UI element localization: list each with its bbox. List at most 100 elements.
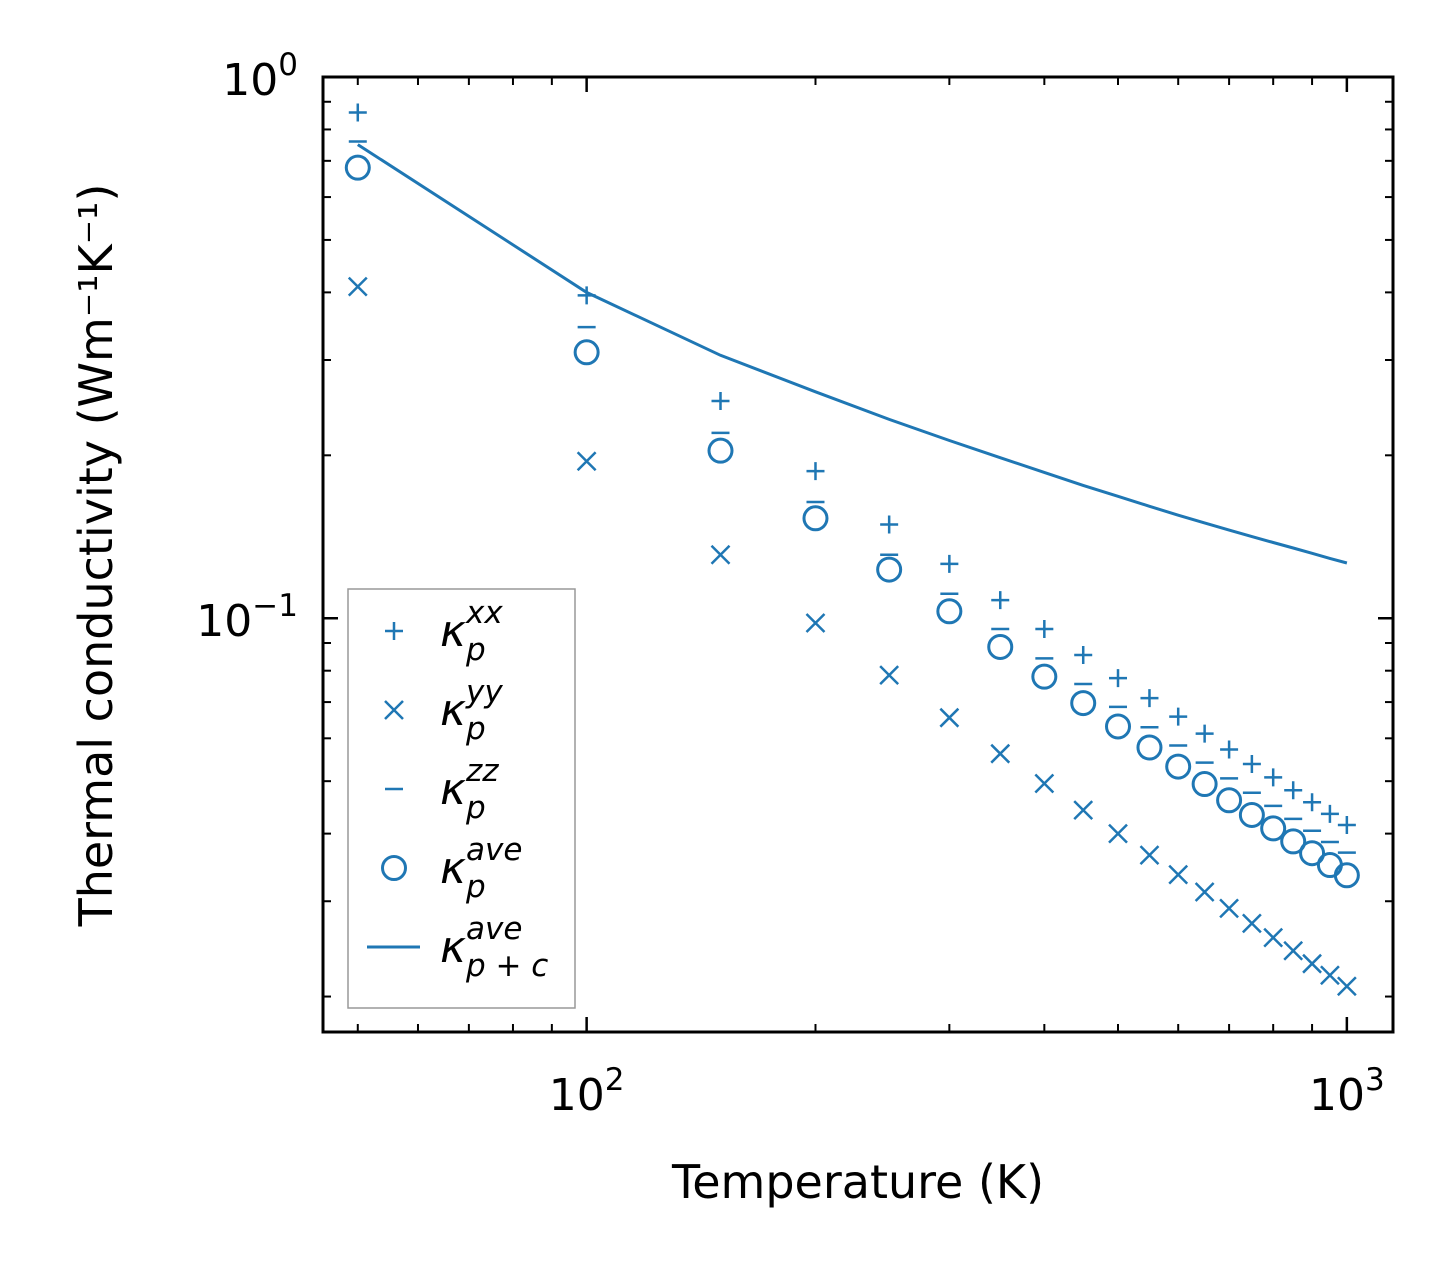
- data-point-xx: [991, 591, 1010, 610]
- x-axis-label: Temperature (K): [671, 1155, 1044, 1209]
- data-point-yy: [1302, 953, 1322, 974]
- data-point-xx: [1140, 689, 1159, 708]
- legend-entry-ave: κpave: [381, 832, 522, 905]
- data-point-ave: [802, 505, 829, 532]
- x-tick-label-base: 10: [549, 1070, 605, 1121]
- data-point-yy: [1108, 823, 1128, 844]
- x-tick-label: 102: [549, 1062, 625, 1121]
- series-ave: [344, 154, 1360, 889]
- legend-entry-xx: κpxx: [385, 595, 503, 668]
- data-point-ave: [1070, 690, 1097, 717]
- series-yy: [347, 276, 1357, 997]
- data-point-xx: [711, 391, 730, 410]
- data-point-xx: [1169, 707, 1188, 726]
- legend-entry-yy: κpyy: [384, 674, 503, 747]
- legend-kappa: κ: [440, 685, 466, 736]
- data-point-yy: [1263, 927, 1284, 948]
- data-point-xx: [1220, 740, 1239, 759]
- data-point-ave: [1216, 787, 1243, 814]
- y-tick-label: 100: [222, 47, 298, 106]
- data-point-yy: [576, 451, 597, 472]
- legend-label-ave_pc: κp + cave: [440, 911, 548, 984]
- data-point-ave: [1280, 828, 1307, 855]
- legend-subscript: p + c: [465, 948, 548, 984]
- data-point-ave: [1031, 663, 1058, 690]
- data-point-xx: [1195, 724, 1214, 743]
- data-point-yy: [1194, 882, 1215, 902]
- series-ave_pc-line: [356, 143, 1348, 565]
- legend-superscript: yy: [465, 674, 503, 710]
- data-point-yy: [1034, 773, 1055, 794]
- data-point-xx: [1337, 815, 1356, 834]
- data-point-xx: [1035, 620, 1054, 639]
- data-point-xx: [880, 515, 899, 534]
- legend-label-xx: κpxx: [440, 595, 503, 668]
- data-point-ave: [1136, 734, 1163, 761]
- data-point-yy: [1139, 845, 1160, 866]
- data-point-yy: [1283, 940, 1304, 961]
- data-point-xx: [1074, 646, 1093, 665]
- y-tick-label-base: 10: [196, 596, 252, 647]
- legend-subscript: p: [465, 632, 486, 668]
- data-point-ave: [1105, 713, 1132, 740]
- data-point-xx: [1284, 781, 1303, 800]
- legend-kappa: κ: [440, 606, 466, 657]
- data-point-yy: [1168, 864, 1189, 885]
- legend-entry-zz: κpzz: [385, 753, 499, 826]
- x-tick-label-exponent: 2: [605, 1062, 625, 1098]
- series-layer: [344, 103, 1360, 997]
- data-point-ave: [1260, 815, 1287, 842]
- data-point-ave: [987, 633, 1014, 660]
- data-point-yy: [1219, 898, 1239, 919]
- x-tick-label-base: 10: [1309, 1070, 1365, 1121]
- legend-superscript: zz: [465, 753, 499, 789]
- data-point-xx: [1320, 804, 1339, 823]
- data-point-yy: [805, 613, 826, 633]
- data-point-yy: [1336, 976, 1357, 997]
- legend-subscript: p: [465, 869, 486, 905]
- data-point-ave: [573, 339, 600, 366]
- plot-frame: [321, 75, 1395, 1034]
- data-point-yy: [1320, 965, 1340, 986]
- data-point-ave: [1191, 771, 1218, 798]
- data-point-ave: [876, 556, 903, 583]
- data-point-yy: [879, 665, 900, 686]
- series-zz: [348, 140, 1356, 854]
- y-tick-label-exponent: −1: [252, 588, 298, 624]
- y-tick-label-exponent: 0: [278, 47, 298, 83]
- legend-superscript: ave: [466, 911, 522, 947]
- data-point-ave: [1333, 862, 1360, 889]
- legend-subscript: p: [465, 790, 486, 826]
- legend-handle-ave: [381, 855, 407, 881]
- data-point-yy: [990, 743, 1011, 764]
- data-point-ave: [1238, 801, 1265, 828]
- data-point-xx: [940, 554, 959, 573]
- data-point-yy: [1241, 913, 1262, 934]
- data-point-xx: [1303, 793, 1322, 812]
- legend-entry-ave_pc: κp + cave: [367, 911, 548, 984]
- y-tick-label-base: 10: [222, 55, 278, 106]
- data-point-ave: [1299, 840, 1326, 867]
- x-tick-label: 103: [1309, 1062, 1385, 1121]
- data-point-xx: [1242, 754, 1261, 773]
- series-ave_pc: [356, 143, 1348, 565]
- data-point-yy: [710, 544, 731, 565]
- data-point-yy: [939, 707, 960, 728]
- y-axis-label: Thermal conductivity (Wm⁻¹K⁻¹): [69, 184, 123, 928]
- data-point-ave: [1165, 753, 1192, 780]
- legend-superscript: xx: [465, 595, 503, 631]
- legend-kappa: κ: [440, 843, 466, 894]
- legend-frame: [347, 588, 576, 1009]
- legend-kappa: κ: [440, 922, 466, 973]
- data-point-xx: [1109, 669, 1128, 688]
- x-tick-label-exponent: 3: [1365, 1062, 1385, 1098]
- data-point-xx: [348, 103, 367, 122]
- data-point-yy: [347, 276, 368, 297]
- data-point-yy: [1073, 800, 1094, 821]
- data-point-ave: [344, 154, 371, 181]
- legend-kappa: κ: [440, 764, 466, 815]
